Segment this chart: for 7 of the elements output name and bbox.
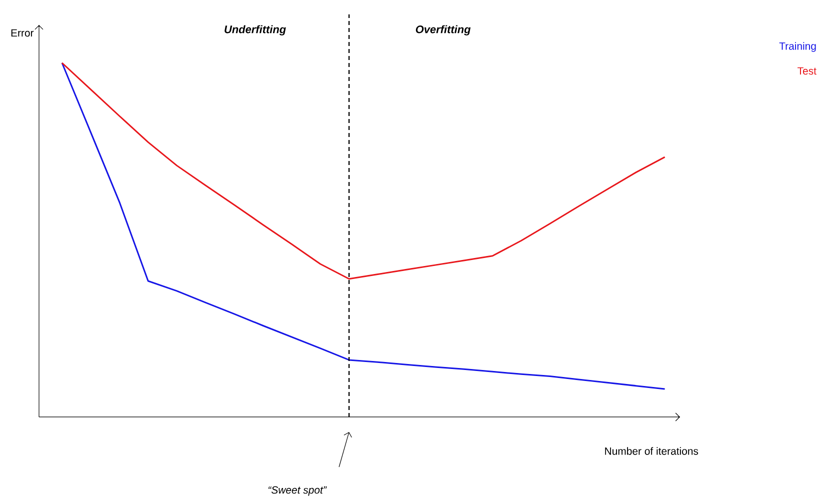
x-axis-title: Number of iterations (605, 447, 698, 455)
text: Overfitting (416, 25, 471, 36)
y-axis-title: Error (11, 29, 34, 37)
text: Training (779, 42, 816, 52)
text: Test (798, 67, 816, 75)
text: “Sweet spot” (268, 486, 327, 496)
text: Underfitting (224, 25, 286, 36)
